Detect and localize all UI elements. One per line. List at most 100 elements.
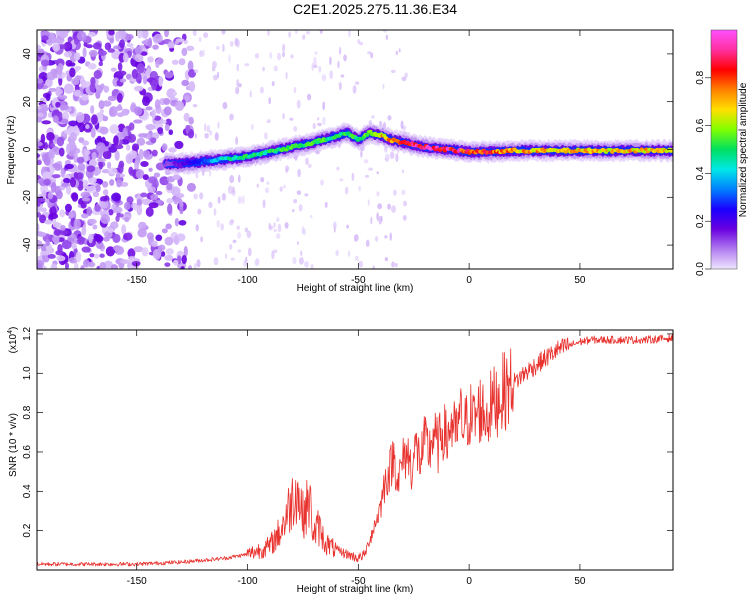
spectrogram-noise-cell <box>197 208 202 215</box>
spectrogram-noise-cell <box>352 85 357 94</box>
spectrogram-noise-cell <box>213 257 219 266</box>
spectrogram-noise-cell <box>336 166 340 171</box>
spectrogram-noise-cell <box>236 79 240 87</box>
snr-frame <box>36 329 674 571</box>
spectrogram-noise-cell <box>288 31 292 38</box>
spectrogram-noise-cell <box>55 101 61 108</box>
spectrogram-noise-cell <box>367 199 370 206</box>
spectrogram-noise-cell <box>102 189 109 196</box>
spectrogram-noise-cell <box>277 223 282 233</box>
spectrogram-noise-cell <box>98 61 104 67</box>
spectrogram-noise-cell <box>400 120 404 130</box>
spectrogram-noise-cell <box>151 240 158 248</box>
spectrogram-noise-cell <box>114 144 124 150</box>
spectrogram-noise-cell <box>51 174 61 179</box>
spectrogram-noise-cell <box>202 49 205 57</box>
spectrogram-x-ticks: -150 -100 -50 0 50 <box>127 30 586 286</box>
spectrogram-noise-cell <box>125 144 131 151</box>
spectrogram-noise-cell <box>229 244 233 250</box>
spectrogram-noise-cell <box>57 66 63 76</box>
spectrogram-noise-cell <box>39 214 47 224</box>
spectrogram-noise-cell <box>111 192 121 202</box>
spectrogram-noise-cell <box>100 195 108 203</box>
spectrogram-noise-cell <box>166 88 177 99</box>
spectrogram-noise-cell <box>63 41 73 52</box>
spectrogram-noise-cell <box>75 251 82 263</box>
spectrogram-noise-cell <box>140 192 148 198</box>
spectrogram-noise-cell <box>360 150 363 158</box>
spectrogram-noise-cell <box>93 253 100 259</box>
spectrogram-noise-cell <box>142 96 151 107</box>
spectrogram-noise-cell <box>93 70 102 79</box>
spectrogram-noise-cell <box>73 171 79 179</box>
spectrogram-noise-cell <box>213 208 217 216</box>
spectrogram-noise-cell <box>134 54 144 63</box>
colorbar-tick-label: 0.0 <box>695 262 706 276</box>
spectrogram-noise-cell <box>114 245 125 255</box>
spectrogram-noise-cell <box>289 117 294 121</box>
spectrogram-noise-cell <box>279 186 283 192</box>
spectrogram-noise-cell <box>69 132 77 142</box>
spectrogram-noise-cell <box>97 50 108 56</box>
spectrogram-noise-cell <box>276 217 280 223</box>
spectrogram-noise-cell <box>167 203 173 215</box>
spectrogram-x-tick-label: -150 <box>127 275 147 286</box>
spectrogram-noise-cell <box>37 44 42 50</box>
spectrogram-noise-cell <box>148 202 159 209</box>
spectrogram-noise-cell <box>125 153 134 164</box>
spectrogram-noise-cell <box>172 91 178 96</box>
spectrogram-noise-cell <box>73 52 81 61</box>
spectrogram-noise-cell <box>383 30 387 33</box>
spectrogram-noise-cell <box>268 97 271 105</box>
spectrogram-noise-cell <box>147 37 153 49</box>
colorbar-tick-label: 0.8 <box>695 70 706 84</box>
spectrogram-noise-cell <box>180 266 185 269</box>
spectrogram-noise-cell <box>61 239 72 250</box>
spectrogram-y-tick-label: 0 <box>22 146 33 152</box>
spectrogram-noise-cell <box>306 93 312 101</box>
spectrogram-noise-cell <box>296 99 301 109</box>
spectrogram-noise-cell <box>384 256 389 262</box>
spectrogram-noise-cell <box>172 174 181 181</box>
spectrogram-noise-cell <box>77 163 86 171</box>
spectrogram-noise-cell <box>101 169 110 174</box>
spectrogram-noise-cell <box>107 227 115 234</box>
spectrogram-y-tick-label: -40 <box>22 237 33 252</box>
spectrogram-noise-cell <box>271 250 275 260</box>
snr-y-tick-label: 0.6 <box>22 445 33 459</box>
spectrogram-noise-cell <box>187 60 194 72</box>
spectrogram-noise-cell <box>193 193 198 200</box>
spectrogram-noise-cell <box>60 225 66 231</box>
spectrogram-noise-cell <box>141 40 148 45</box>
spectrogram-noise-cell <box>285 71 288 80</box>
spectrogram-noise-cell <box>109 124 119 134</box>
spectrogram-noise-cell <box>37 153 40 159</box>
spectrogram-noise-cell <box>401 189 406 196</box>
spectrogram-noise-cell <box>105 246 115 257</box>
spectrogram-noise-cell <box>284 222 289 229</box>
spectrogram-noise-cell <box>80 265 85 269</box>
spectrogram-noise-cell <box>391 205 397 213</box>
spectrogram-noise-cell <box>131 260 141 267</box>
spectrogram-noise-cell <box>329 56 332 66</box>
spectrogram-noise-cell <box>151 109 156 120</box>
spectrogram-noise-cell <box>71 192 79 202</box>
spectrogram-noise-cell <box>317 122 322 127</box>
spectrogram-noise-cell <box>110 67 117 72</box>
spectrogram-noise-cell <box>124 216 130 223</box>
spectrogram-noise-cell <box>70 141 76 147</box>
spectrogram-noise-cell <box>131 143 140 151</box>
spectrogram-noise-cell <box>282 43 286 53</box>
spectrogram-noise-cell <box>346 224 350 229</box>
spectrogram-noise-cell <box>99 261 107 269</box>
spectrogram-noise-cell <box>343 54 347 62</box>
spectrogram-noise-cell <box>262 199 266 209</box>
spectrogram-noise-cell <box>115 172 121 179</box>
spectrogram-noise-cell <box>108 30 115 36</box>
spectrogram-noise-cell <box>124 135 132 140</box>
spectrogram-noise-cell <box>85 124 90 130</box>
spectrogram-noise-cell <box>126 73 132 80</box>
spectrogram-noise-cell <box>389 151 395 160</box>
spectrogram-noise-cell <box>217 196 221 204</box>
spectrogram-noise-cell <box>259 86 264 94</box>
